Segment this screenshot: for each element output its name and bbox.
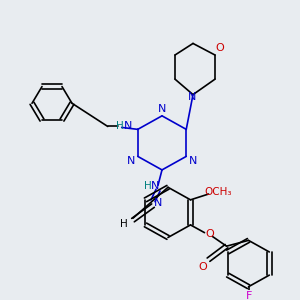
- Text: N: N: [154, 198, 162, 208]
- Text: O: O: [205, 229, 214, 238]
- Text: N: N: [158, 104, 166, 114]
- Text: O: O: [198, 262, 207, 272]
- Text: N: N: [189, 156, 197, 166]
- Text: N: N: [127, 156, 135, 166]
- Text: O: O: [216, 43, 224, 53]
- Text: N: N: [151, 181, 159, 191]
- Text: F: F: [246, 291, 253, 300]
- Text: H: H: [144, 181, 152, 191]
- Text: H: H: [120, 219, 128, 229]
- Text: N: N: [188, 92, 196, 101]
- Text: N: N: [124, 122, 132, 131]
- Text: OCH₃: OCH₃: [205, 187, 232, 197]
- Text: H: H: [116, 122, 124, 131]
